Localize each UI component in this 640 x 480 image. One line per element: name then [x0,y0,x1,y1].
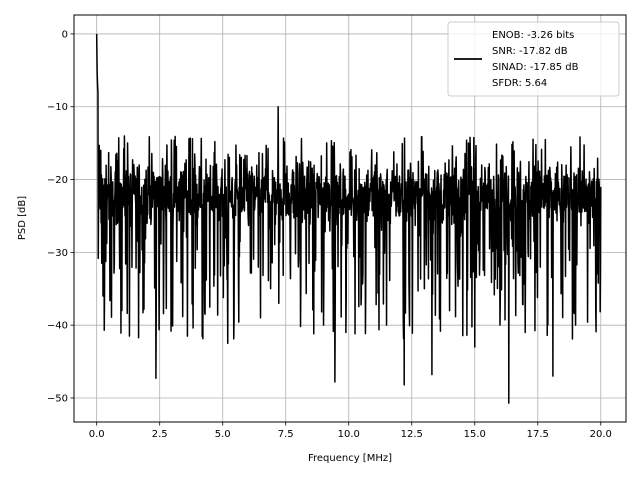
psd-series-line [95,33,602,404]
y-axis-ticks: 0 −10 −20 −30 −40 −50 [47,29,74,404]
x-tick-label: 17.5 [527,429,549,440]
legend-entry-enob: ENOB: -3.26 bits [492,30,574,41]
x-axis-ticks: 0.0 2.5 5.0 7.5 10.0 12.5 15.0 17.5 20.0 [89,422,612,440]
y-tick-label: 0 [62,29,68,40]
x-tick-label: 7.5 [278,429,294,440]
x-tick-label: 10.0 [338,429,360,440]
y-tick-label: −20 [47,175,68,186]
y-tick-label: −30 [47,248,68,259]
legend-entry-snr: SNR: -17.82 dB [492,46,568,57]
legend-entry-sinad: SINAD: -17.85 dB [492,62,579,73]
x-tick-label: 5.0 [215,429,231,440]
x-tick-label: 20.0 [590,429,612,440]
legend: ENOB: -3.26 bits SNR: -17.82 dB SINAD: -… [447,21,620,97]
x-tick-label: 15.0 [464,429,486,440]
y-tick-label: −10 [47,102,68,113]
legend-box [447,21,620,97]
legend-entry-sfdr: SFDR: 5.64 [492,78,547,89]
x-tick-label: 12.5 [401,429,423,440]
plot-area [95,33,602,404]
y-tick-label: −50 [47,393,68,404]
x-axis-label: Frequency [MHz] [308,453,392,464]
x-tick-label: 2.5 [152,429,168,440]
x-tick-label: 0.0 [89,429,105,440]
plot-frame [73,14,627,423]
y-tick-label: −40 [47,321,68,332]
y-axis-label: PSD [dB] [17,196,28,240]
